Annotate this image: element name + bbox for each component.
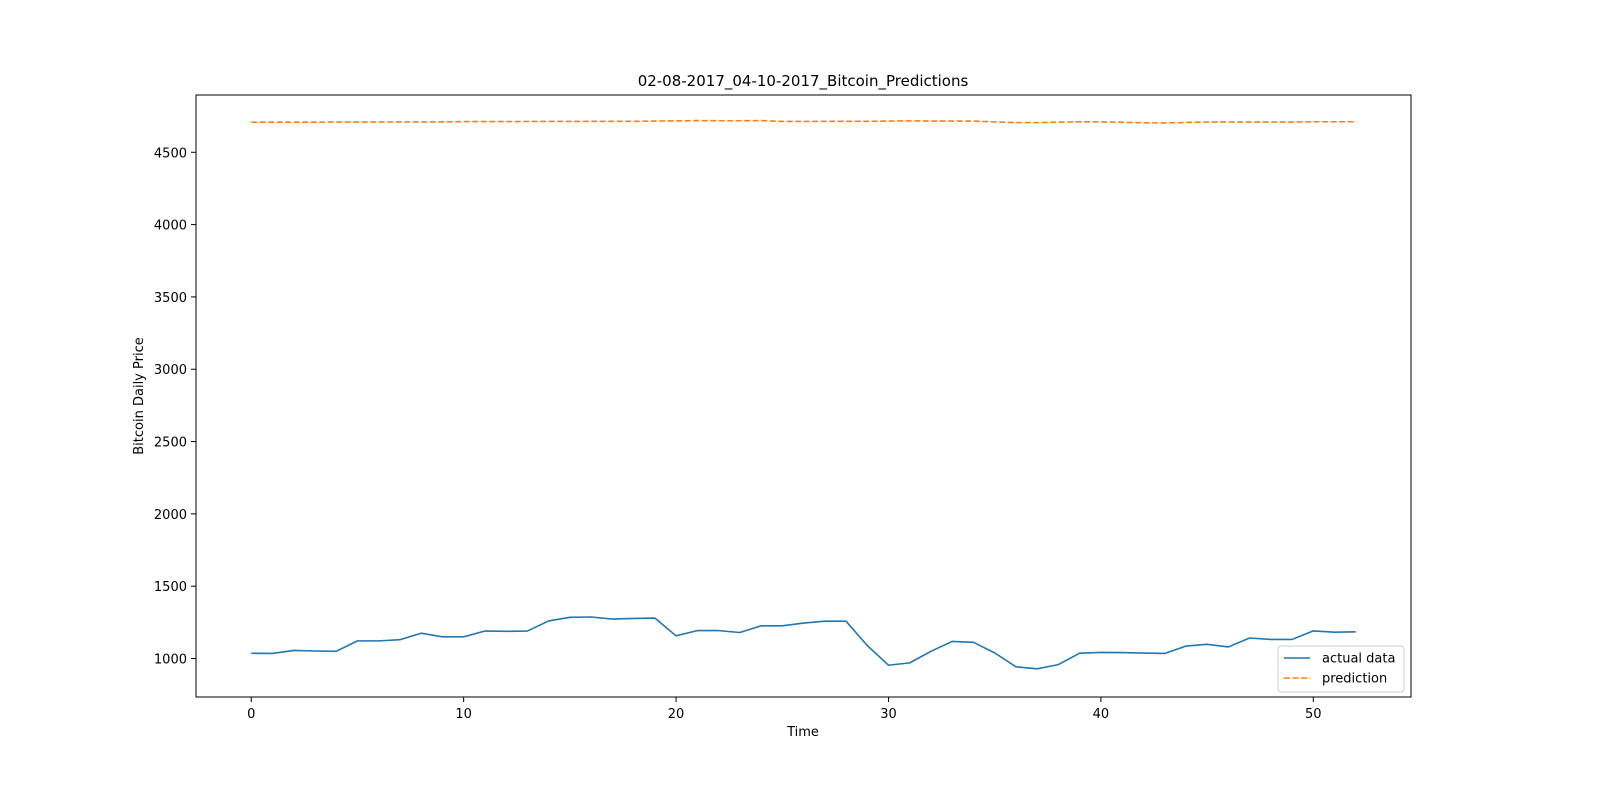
plot-frame: [195, 94, 1412, 698]
y-tick-label: 2500: [154, 436, 187, 451]
x-axis: 0 10 20 30 40 50: [247, 697, 1322, 722]
legend-label: actual data: [1322, 652, 1395, 667]
y-tick-label: 3500: [154, 291, 187, 306]
x-tick-label: 20: [668, 707, 685, 722]
x-tick-label: 40: [1093, 707, 1110, 722]
x-tick-label: 50: [1305, 707, 1322, 722]
x-tick-label: 0: [247, 707, 255, 722]
y-tick-label: 3000: [154, 363, 187, 378]
y-tick-label: 4000: [154, 219, 187, 234]
y-tick-label: 4500: [154, 146, 187, 161]
y-tick-label: 1500: [154, 580, 187, 595]
series-line-prediction: [251, 119, 1356, 124]
y-axis-label: Bitcoin Daily Price: [132, 337, 147, 454]
x-tick-label: 30: [880, 707, 897, 722]
y-axis: 1000 1500 2000 2500 3000 3500 4000 4500: [154, 146, 196, 668]
x-axis-label: Time: [786, 725, 819, 740]
series-line-actual-data: [251, 616, 1356, 670]
x-tick-label: 10: [455, 707, 472, 722]
y-tick-label: 2000: [154, 508, 187, 523]
legend-label: prediction: [1322, 672, 1387, 687]
y-tick-label: 1000: [154, 653, 187, 668]
chart-title: 02-08-2017_04-10-2017_Bitcoin_Prediction…: [638, 72, 969, 91]
series-layer: [251, 119, 1356, 670]
legend: actual data prediction: [1277, 645, 1405, 693]
